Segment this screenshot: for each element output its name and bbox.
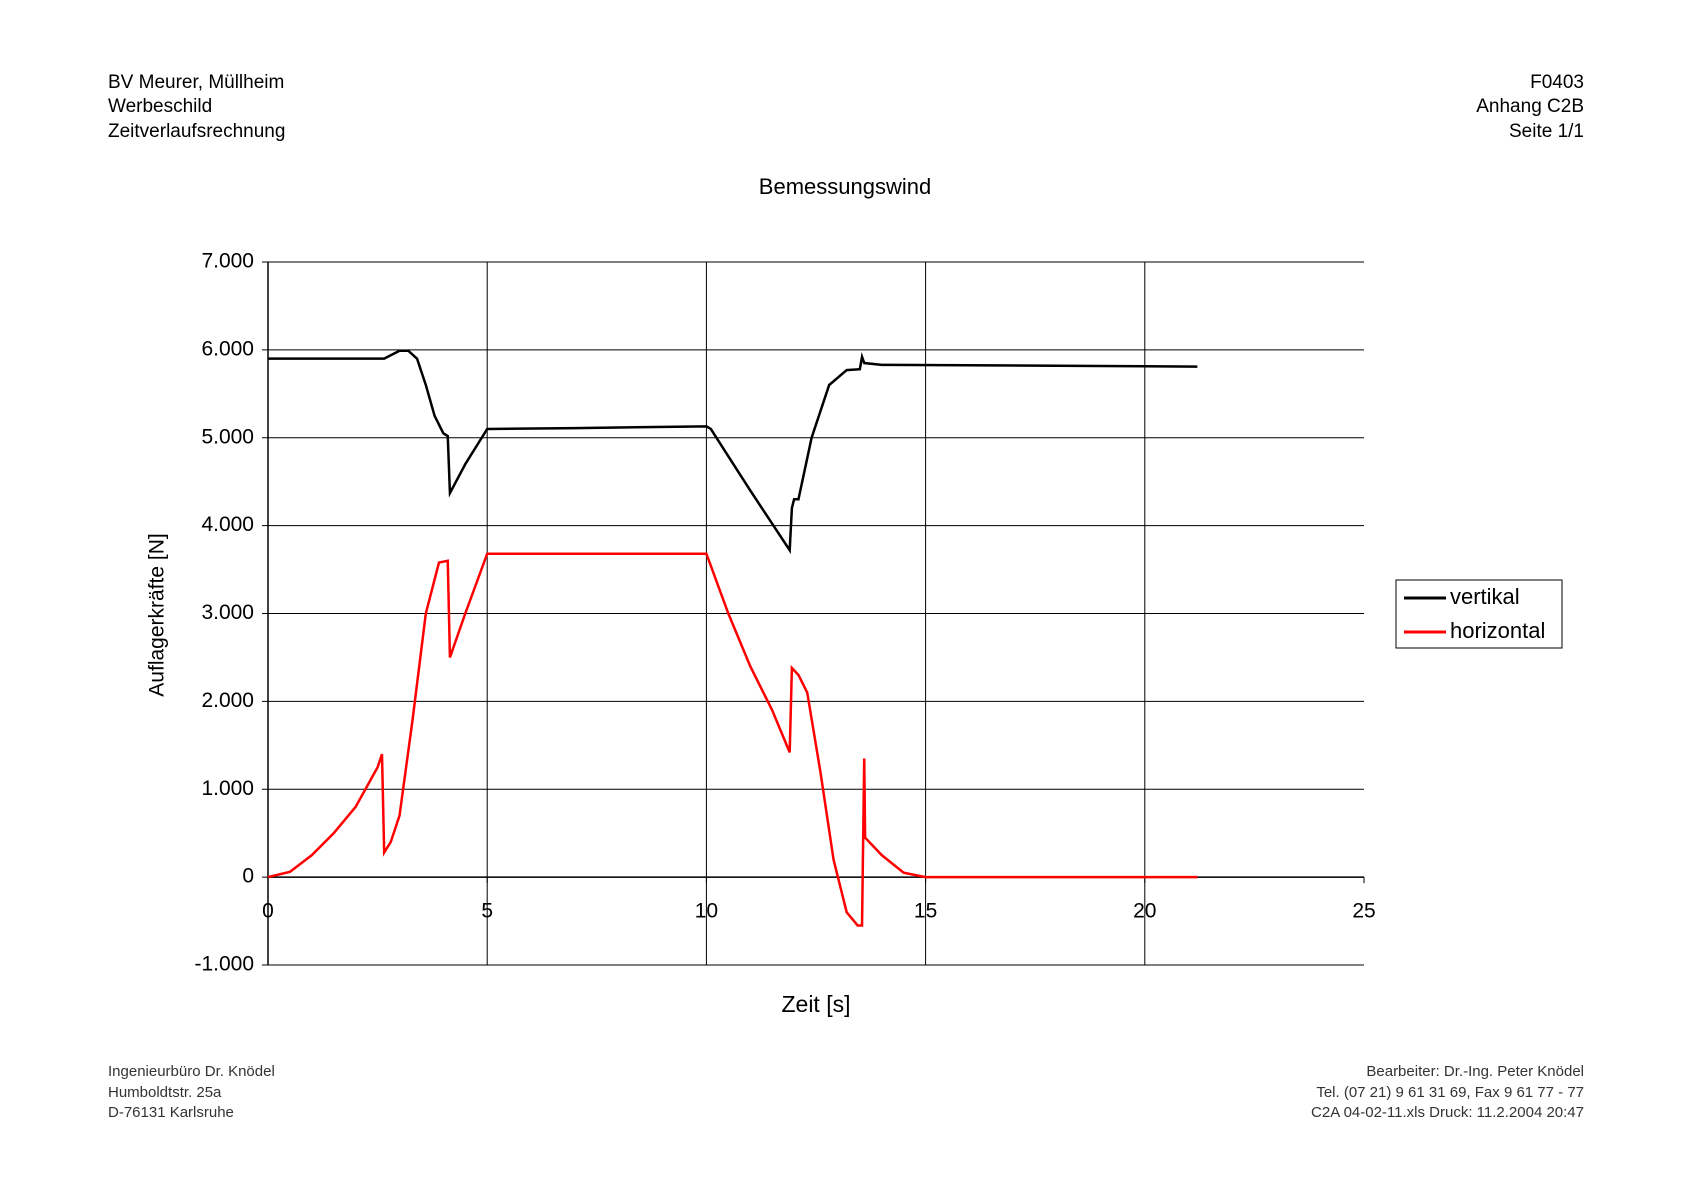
header-right: F0403 — [1530, 72, 1584, 93]
series-line — [268, 349, 1198, 555]
footer-right: Bearbeiter: Dr.-Ing. Peter Knödel — [1366, 1063, 1584, 1080]
y-tick-label: 2.000 — [201, 689, 254, 712]
header-right: Anhang C2B — [1476, 96, 1584, 117]
chart-title: Bemessungswind — [759, 174, 931, 199]
y-tick-label: 7.000 — [201, 250, 254, 273]
legend-box — [1395, 579, 1563, 649]
x-tick-label: 25 — [1352, 900, 1375, 923]
y-tick-label: 3.000 — [201, 601, 254, 624]
header-right: Seite 1/1 — [1509, 121, 1584, 142]
footer-left: Humboldtstr. 25a — [108, 1084, 222, 1101]
header-left: Zeitverlaufsrechnung — [108, 121, 285, 142]
y-tick-label: 5.000 — [201, 425, 254, 448]
footer-right: C2A 04-02-11.xls Druck: 11.2.2004 20:47 — [1311, 1104, 1584, 1121]
legend-label: horizontal — [1450, 618, 1545, 643]
header-left: BV Meurer, Müllheim — [108, 72, 284, 93]
series-line — [267, 552, 1198, 927]
y-tick-label: 1.000 — [201, 777, 254, 800]
y-tick-label: -1.000 — [194, 953, 254, 976]
x-axis-label: Zeit [s] — [781, 991, 850, 1017]
footer-left: D-76131 Karlsruhe — [108, 1104, 234, 1121]
footer-right: Tel. (07 21) 9 61 31 69, Fax 9 61 77 - 7… — [1316, 1084, 1584, 1101]
footer-left: Ingenieurbüro Dr. Knödel — [108, 1063, 275, 1080]
y-axis-label: Auflagerkräfte [N] — [146, 533, 169, 696]
y-tick-label: 6.000 — [201, 337, 254, 360]
legend-label: vertikal — [1450, 584, 1520, 609]
y-tick-label: 0 — [242, 865, 254, 888]
y-tick-label: 4.000 — [201, 513, 254, 536]
header-left: Werbeschild — [108, 96, 212, 117]
